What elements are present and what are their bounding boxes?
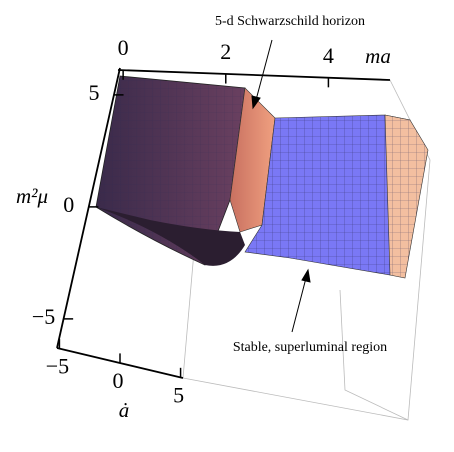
z-tick-label: 5: [88, 80, 99, 105]
annotation: 5-d Schwarzschild horizon: [215, 14, 365, 29]
z-axis-label: m²μ: [16, 184, 48, 208]
x-tick-label: 4: [323, 43, 334, 68]
z-tick-label: 0: [63, 192, 74, 217]
y-tick-label: 5: [173, 382, 184, 407]
x-axis-label: ma: [365, 44, 391, 68]
z-axis-line: [56, 67, 121, 349]
y-axis-label: ȧ: [119, 398, 130, 422]
x-axis-line: [117, 69, 391, 81]
surface: [95, 75, 429, 279]
y-tick-label: −5: [46, 354, 69, 379]
annotation: Stable, superluminal region: [233, 340, 387, 355]
x-tick-label: 0: [118, 35, 129, 60]
x-tick-label: 2: [220, 39, 231, 64]
annotation-arrows: [251, 39, 311, 333]
y-tick-label: 0: [113, 368, 124, 393]
z-tick-label: −5: [32, 304, 55, 329]
